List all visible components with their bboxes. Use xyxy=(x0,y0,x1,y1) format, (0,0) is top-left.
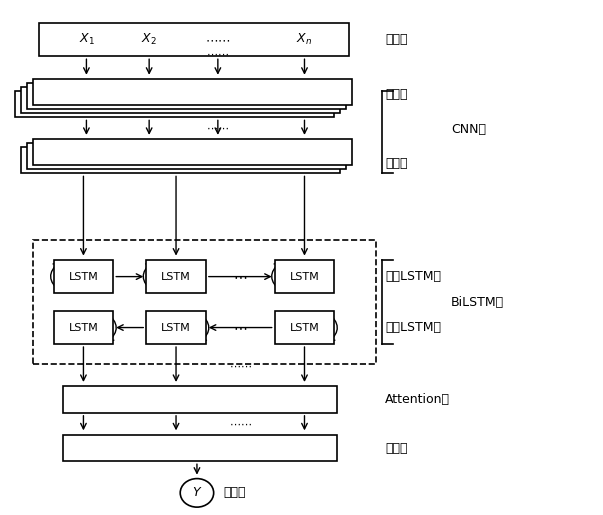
Text: LSTM: LSTM xyxy=(289,271,320,282)
Text: $\cdots\cdots$: $\cdots\cdots$ xyxy=(205,33,230,46)
Text: $\cdots\cdots$: $\cdots\cdots$ xyxy=(206,49,229,59)
Text: 输出层: 输出层 xyxy=(385,441,408,455)
Text: $\cdots$: $\cdots$ xyxy=(233,270,247,284)
Text: LSTM: LSTM xyxy=(289,322,320,333)
Text: $X_2$: $X_2$ xyxy=(141,32,157,47)
Text: LSTM: LSTM xyxy=(161,271,191,282)
Bar xyxy=(27,143,346,169)
Circle shape xyxy=(180,478,213,507)
Bar xyxy=(63,386,337,413)
Text: Attention层: Attention层 xyxy=(385,393,450,406)
Text: BiLSTM层: BiLSTM层 xyxy=(451,296,504,309)
Bar xyxy=(27,83,346,109)
Text: $\cdots\cdots$: $\cdots\cdots$ xyxy=(229,360,252,370)
Text: $Y$: $Y$ xyxy=(192,486,202,500)
Text: 预测值: 预测值 xyxy=(224,486,247,500)
Bar xyxy=(33,239,376,365)
Bar xyxy=(146,311,206,344)
Bar xyxy=(33,139,352,165)
Text: CNN层: CNN层 xyxy=(451,123,486,135)
Bar xyxy=(14,91,334,117)
Text: $\cdots\cdots$: $\cdots\cdots$ xyxy=(206,123,229,133)
Text: 输入层: 输入层 xyxy=(385,33,408,46)
Bar xyxy=(54,311,113,344)
Text: $X_n$: $X_n$ xyxy=(297,32,312,47)
Text: $\cdots$: $\cdots$ xyxy=(233,320,247,335)
Bar xyxy=(33,79,352,105)
Text: $X_1$: $X_1$ xyxy=(78,32,94,47)
Text: 前向LSTM层: 前向LSTM层 xyxy=(385,270,441,283)
Text: LSTM: LSTM xyxy=(69,322,98,333)
Bar xyxy=(54,260,113,293)
Bar xyxy=(21,147,340,174)
Bar xyxy=(274,260,334,293)
Text: 池化层: 池化层 xyxy=(385,157,408,170)
Bar xyxy=(274,311,334,344)
Text: LSTM: LSTM xyxy=(69,271,98,282)
Text: LSTM: LSTM xyxy=(161,322,191,333)
Bar xyxy=(21,87,340,113)
Text: 卷积层: 卷积层 xyxy=(385,88,408,101)
Text: 后向LSTM层: 后向LSTM层 xyxy=(385,321,441,334)
Bar xyxy=(63,435,337,461)
Text: $\cdots\cdots$: $\cdots\cdots$ xyxy=(229,419,252,429)
Bar xyxy=(39,23,349,56)
Bar xyxy=(146,260,206,293)
